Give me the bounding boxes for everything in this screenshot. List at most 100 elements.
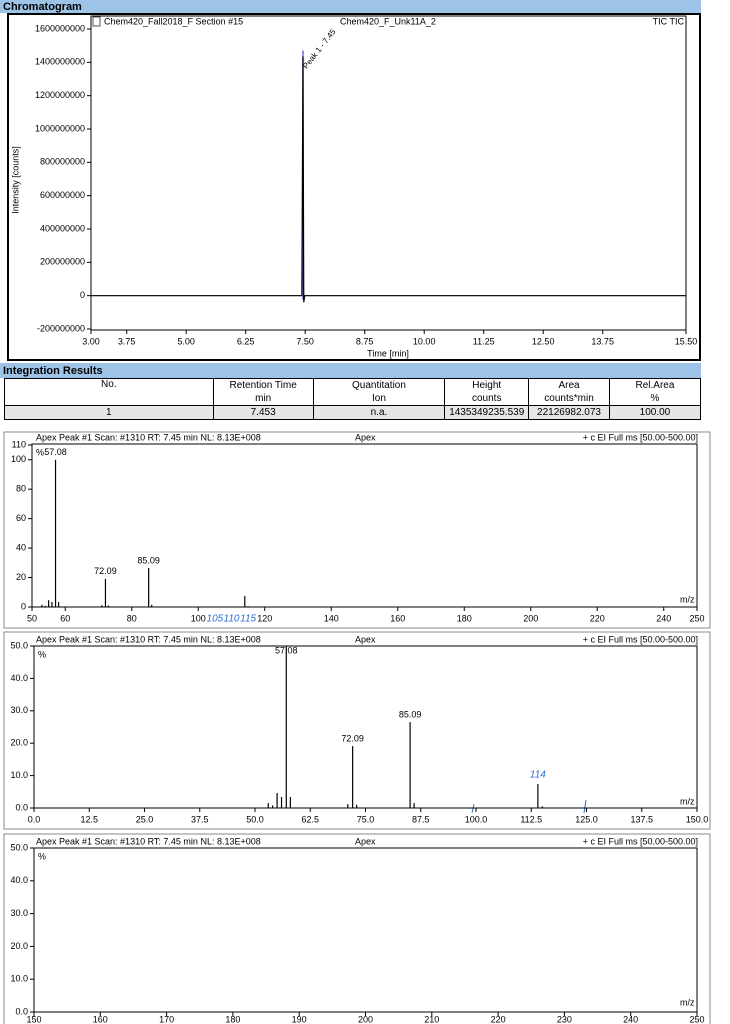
x-tick-label: 170 bbox=[159, 1014, 174, 1024]
x-tick-label: 240 bbox=[656, 613, 671, 623]
x-tick-label: 50.0 bbox=[246, 814, 264, 824]
y-tick-label: 30.0 bbox=[10, 908, 28, 918]
y-unit: % bbox=[36, 447, 44, 457]
marks bbox=[91, 50, 686, 303]
header-left: Chem420_Fall2018_F Section #15 bbox=[104, 16, 243, 26]
column-unit: min bbox=[212, 392, 314, 406]
marks bbox=[41, 459, 249, 607]
peak-label: 57.08 bbox=[44, 447, 67, 457]
y-tick-label: 50.0 bbox=[10, 640, 28, 650]
x-tick-label: 250 bbox=[689, 1014, 704, 1024]
panel bbox=[7, 13, 701, 361]
x-tick-label: 100 bbox=[191, 613, 206, 623]
x-tick-label: 87.5 bbox=[412, 814, 430, 824]
column-unit: Ion bbox=[312, 392, 446, 406]
x-tick-label: 220 bbox=[590, 613, 605, 623]
panel bbox=[3, 631, 711, 830]
x-tick-label: 6.25 bbox=[237, 336, 255, 346]
x-tick-label: 25.0 bbox=[136, 814, 154, 824]
x-tick-label: 230 bbox=[557, 1014, 572, 1024]
y-tick-label: 0 bbox=[21, 601, 26, 611]
y-tick-label: 20.0 bbox=[10, 941, 28, 951]
x-tick-label: 12.5 bbox=[80, 814, 98, 824]
y-tick-label: 600000000 bbox=[40, 190, 85, 200]
header-right: + c EI Full ms [50.00-500.00] bbox=[583, 634, 698, 644]
header-right: + c EI Full ms [50.00-500.00] bbox=[583, 432, 698, 442]
column-header: Rel.Area bbox=[608, 378, 702, 392]
y-tick-label: 10.0 bbox=[10, 974, 28, 984]
cell: 7.453 bbox=[212, 405, 314, 420]
x-tick-label: 8.75 bbox=[356, 336, 374, 346]
x-tick-label: 37.5 bbox=[191, 814, 209, 824]
header-center: Chem420_F_Unk11A_2 bbox=[340, 16, 436, 26]
header-right: + c EI Full ms [50.00-500.00] bbox=[583, 836, 698, 846]
x-tick-label: 15.50 bbox=[675, 336, 698, 346]
column-header: Retention Time bbox=[212, 378, 314, 392]
y-tick-label: 40.0 bbox=[10, 673, 28, 683]
cell: 1435349235.539 bbox=[444, 405, 530, 420]
handwritten-note: 110 bbox=[224, 614, 240, 625]
y-tick-label: 80 bbox=[16, 484, 26, 494]
x-tick-label: 240 bbox=[623, 1014, 638, 1024]
unit-row: min Ion counts counts*min% bbox=[5, 392, 702, 406]
y-tick-label: 60 bbox=[16, 513, 26, 523]
x-tick-label: 0.0 bbox=[28, 814, 41, 824]
x-tick-label: 150 bbox=[26, 1014, 41, 1024]
x-tick-label: 3.00 bbox=[82, 336, 100, 346]
marks bbox=[267, 646, 543, 808]
panel bbox=[3, 833, 711, 1024]
x-tick-label: 112.5 bbox=[520, 814, 542, 824]
x-axis-label: m/z bbox=[680, 997, 695, 1007]
column-unit: counts*min bbox=[528, 392, 610, 406]
y-tick-label: 800000000 bbox=[40, 157, 85, 167]
handwritten-note: 105 bbox=[207, 614, 224, 625]
x-axis-label: m/z bbox=[680, 796, 695, 806]
x-tick-label: 190 bbox=[292, 1014, 307, 1024]
cell: n.a. bbox=[312, 405, 446, 420]
header-center: Apex bbox=[355, 432, 376, 442]
y-tick-label: 400000000 bbox=[40, 223, 85, 233]
peak-label: 57.08 bbox=[275, 645, 298, 655]
handwritten-note: 114 bbox=[530, 770, 546, 781]
header-right: TIC TIC bbox=[653, 16, 685, 26]
plot-frame bbox=[33, 645, 698, 809]
x-tick-label: 160 bbox=[390, 613, 405, 623]
x-tick-label: 150.0 bbox=[686, 814, 709, 824]
x-tick-label: 220 bbox=[491, 1014, 506, 1024]
x-tick-label: 200 bbox=[358, 1014, 373, 1024]
y-tick-label: 20 bbox=[16, 572, 26, 582]
trace bbox=[91, 56, 686, 303]
cell: 22126982.073 bbox=[528, 405, 610, 420]
column-unit: counts bbox=[444, 392, 530, 406]
header-left: Apex Peak #1 Scan: #1310 RT: 7.45 min NL… bbox=[36, 432, 261, 442]
x-tick-label: 137.5 bbox=[630, 814, 653, 824]
y-tick-label: 50.0 bbox=[10, 842, 28, 852]
y-tick-label: 20.0 bbox=[10, 738, 28, 748]
header-left: Apex Peak #1 Scan: #1310 RT: 7.45 min NL… bbox=[36, 634, 261, 644]
y-tick-label: 30.0 bbox=[10, 705, 28, 715]
column-header: Quantitation bbox=[312, 378, 446, 392]
y-tick-label: 40.0 bbox=[10, 875, 28, 885]
x-tick-label: 180 bbox=[225, 1014, 240, 1024]
y-unit: % bbox=[38, 649, 46, 659]
x-tick-label: 50 bbox=[27, 613, 37, 623]
x-tick-label: 160 bbox=[93, 1014, 108, 1024]
handwritten-note: 115 bbox=[240, 614, 256, 625]
section-title: Chromatogram bbox=[3, 1, 82, 13]
x-tick-label: 3.75 bbox=[118, 336, 136, 346]
y-tick-label: 200000000 bbox=[40, 257, 85, 267]
y-tick-label: 1600000000 bbox=[35, 23, 85, 33]
x-tick-label: 12.50 bbox=[532, 336, 555, 346]
x-tick-label: 13.75 bbox=[591, 336, 614, 346]
plot-frame bbox=[90, 15, 687, 331]
panel bbox=[3, 431, 711, 629]
x-axis-label: m/z bbox=[680, 594, 695, 604]
x-axis-label: Time [min] bbox=[367, 348, 409, 358]
x-tick-label: 120 bbox=[257, 613, 272, 623]
x-tick-label: 140 bbox=[324, 613, 339, 623]
x-tick-label: 200 bbox=[523, 613, 538, 623]
peak-label: 72.09 bbox=[341, 733, 364, 743]
x-tick-label: 210 bbox=[424, 1014, 439, 1024]
y-tick-label: 100 bbox=[11, 454, 26, 464]
